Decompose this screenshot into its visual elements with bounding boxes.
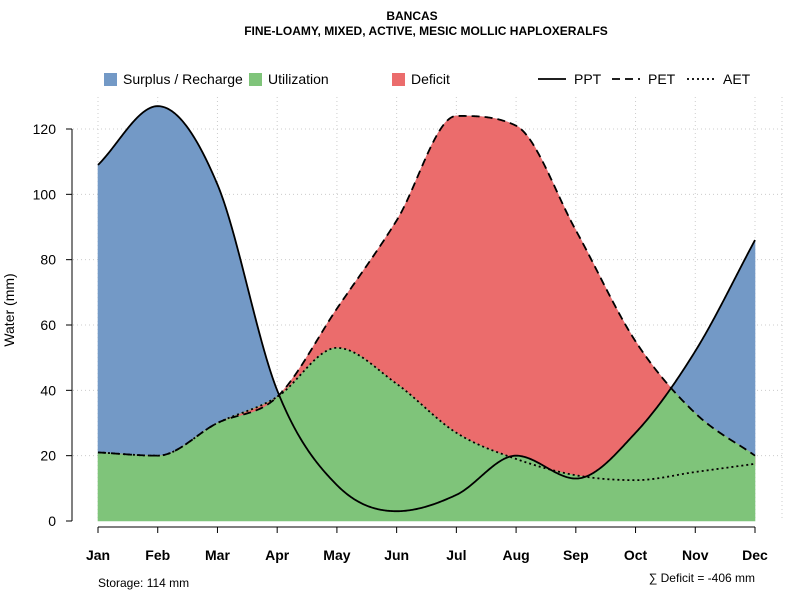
pet-line: [97, 115, 756, 457]
x-tick-label-nov: Nov: [682, 547, 709, 563]
legend-label: Utilization: [268, 71, 329, 87]
chart-title: BANCAS: [386, 9, 437, 23]
legend-swatch: [249, 73, 262, 86]
legend-swatch: [392, 73, 405, 86]
x-tick-label-mar: Mar: [205, 547, 230, 563]
x-tick-label-sep: Sep: [563, 547, 589, 563]
axes: 0 20 40 60 80 100 120 Jan Feb Mar Apr May Jun Jul Aug S…: [33, 121, 768, 563]
legend-label: PPT: [574, 71, 602, 87]
x-tick-label-dec: Dec: [742, 547, 768, 563]
legend-label: Deficit: [411, 71, 450, 87]
y-tick-label: 0: [48, 513, 56, 529]
x-tick-label-feb: Feb: [145, 547, 170, 563]
y-tick-label: 80: [40, 252, 56, 268]
chart-subtitle: FINE-LOAMY, MIXED, ACTIVE, MESIC MOLLIC …: [244, 24, 608, 38]
legend-label: PET: [648, 71, 676, 87]
ppt-line: [97, 105, 756, 513]
legend-item-utilization: Utilization: [249, 71, 329, 87]
y-tick-label: 20: [40, 448, 56, 464]
x-tick-label-jan: Jan: [86, 547, 110, 563]
y-tick-label: 100: [33, 186, 57, 202]
legend-label: AET: [723, 71, 751, 87]
y-tick-label: 40: [40, 382, 56, 398]
y-tick-label: 60: [40, 317, 56, 333]
series-lines: [97, 105, 756, 513]
legend-item-ppt: PPT: [538, 71, 602, 87]
legend-swatch: [104, 73, 117, 86]
y-axis-label: Water (mm): [1, 273, 17, 346]
legend-item-deficit: Deficit: [392, 71, 450, 87]
x-tick-label-apr: Apr: [265, 547, 290, 563]
storage-annotation: Storage: 114 mm: [98, 576, 189, 590]
legend-label: Surplus / Recharge: [123, 71, 243, 87]
x-tick-label-jul: Jul: [446, 547, 466, 563]
x-tick-label-jun: Jun: [384, 547, 409, 563]
legend-item-aet: AET: [687, 71, 751, 87]
legend-item-pet: PET: [612, 71, 676, 87]
area-fills: [97, 105, 756, 522]
legend: Surplus / Recharge Utilization Deficit PPT P…: [104, 71, 751, 87]
y-tick-label: 120: [33, 121, 57, 137]
legend-item-surplus-recharge: Surplus / Recharge: [104, 71, 243, 87]
x-tick-label-aug: Aug: [502, 547, 529, 563]
deficit-annotation: ∑ Deficit = -406 mm: [649, 571, 755, 585]
x-tick-label-oct: Oct: [624, 547, 648, 563]
x-tick-label-may: May: [323, 547, 350, 563]
